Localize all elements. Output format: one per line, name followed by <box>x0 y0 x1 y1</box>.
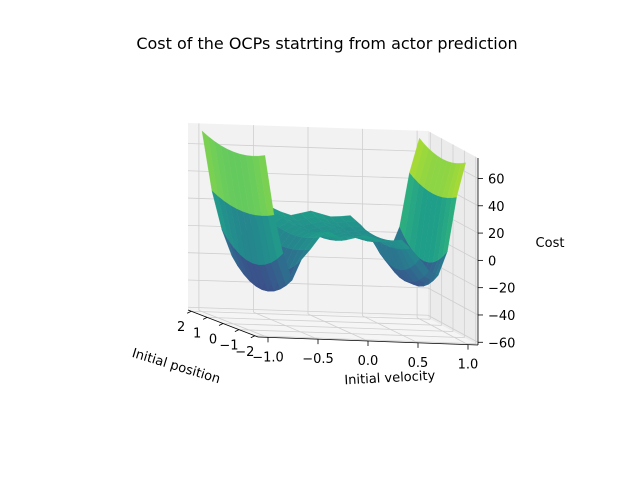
grid-line <box>187 306 429 316</box>
x-tick-label: −2 <box>235 345 254 360</box>
chart-title: Cost of the OCPs statrting from actor pr… <box>136 34 517 53</box>
z-tick-label: 60 <box>488 172 505 187</box>
x-tick <box>218 323 224 326</box>
x-axis-label: Initial position <box>130 346 222 387</box>
grid-line <box>207 316 442 326</box>
y-tick-label: 0.0 <box>358 354 379 369</box>
grid-line <box>191 310 431 320</box>
z-tick-label: −40 <box>488 309 515 324</box>
z-tick-label: −20 <box>488 282 515 297</box>
surface-patch <box>451 162 466 198</box>
grid-line <box>427 314 479 343</box>
x-tick-label: 2 <box>177 320 185 335</box>
x-tick <box>187 310 192 314</box>
x-tick-label: −1 <box>219 339 238 354</box>
y-axis-label: Initial velocity <box>344 369 436 389</box>
surface-plot <box>201 130 466 292</box>
y-tick-label: −0.5 <box>302 352 334 367</box>
x-tick-label: 1 <box>193 326 201 341</box>
grid-line <box>238 329 465 339</box>
z-tick-label: 20 <box>488 227 505 242</box>
grid-line <box>427 287 479 316</box>
grid-line <box>187 143 429 152</box>
x-tick-label: 0 <box>209 333 217 348</box>
z-tick-label: 40 <box>488 200 505 215</box>
axis-lines <box>187 158 483 350</box>
grid-line <box>222 323 454 332</box>
z-axis-label: Cost <box>536 236 565 251</box>
z-tick-label: 0 <box>488 254 496 269</box>
x-tick <box>234 329 240 332</box>
y-tick-label: −1.0 <box>252 350 284 365</box>
y-tick-label: 1.0 <box>458 358 479 373</box>
y-tick-label: 0.5 <box>408 356 429 371</box>
z-tick-label: −60 <box>488 336 515 351</box>
grid-line <box>254 335 476 345</box>
x-tick <box>202 317 208 320</box>
grid-line <box>187 279 429 289</box>
x-tick <box>250 335 255 339</box>
